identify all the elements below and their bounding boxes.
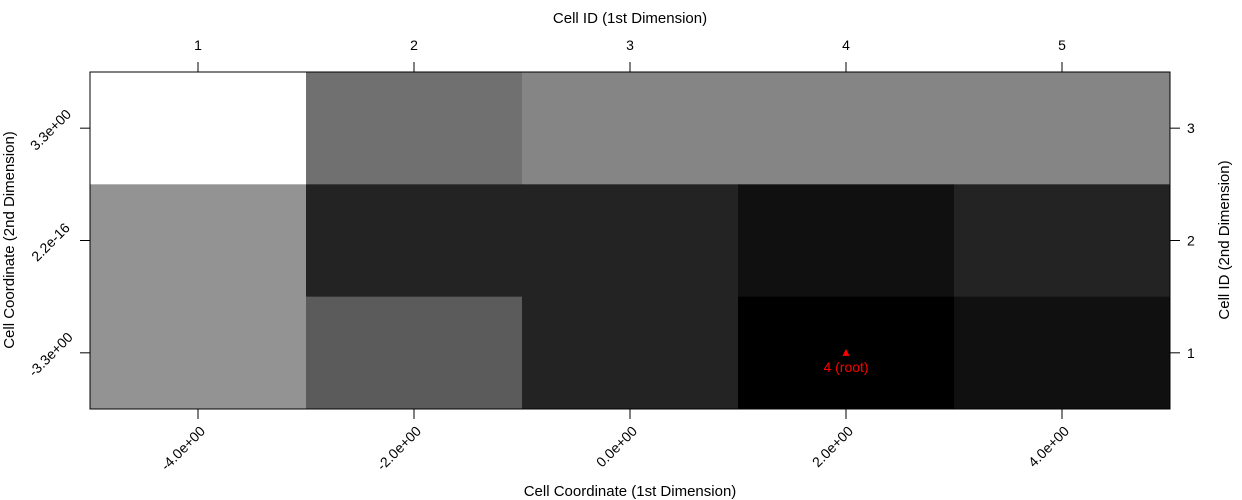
heatmap-cell	[90, 184, 307, 298]
heatmap-cell	[954, 72, 1171, 185]
x-top-tick-label: 4	[842, 37, 850, 53]
heatmap-cells	[90, 72, 1171, 410]
x-axis-title-top: Cell ID (1st Dimension)	[553, 10, 707, 27]
x-top-tick-label: 1	[194, 37, 202, 53]
y-left-tick-label: 3.3e+00	[27, 106, 75, 154]
heatmap-cell	[306, 184, 523, 298]
y-left-tick-label: 2.2e-16	[28, 219, 73, 264]
heatmap-cell	[522, 72, 739, 185]
y-right-tick-label: 2	[1187, 232, 1195, 248]
y-axis-title-left: Cell Coordinate (2nd Dimension)	[1, 131, 18, 349]
heatmap-cell	[954, 296, 1171, 410]
annotations: 4 (root)	[823, 348, 869, 375]
heatmap-cell	[522, 296, 739, 410]
y-right-tick-label: 1	[1187, 345, 1195, 361]
x-axis-title-bottom: Cell Coordinate (1st Dimension)	[524, 483, 737, 500]
y-left-tick-label: -3.3e+00	[25, 329, 76, 380]
heatmap-cell	[738, 184, 955, 298]
heatmap-cell	[90, 296, 307, 410]
x-top-tick-label: 3	[626, 37, 634, 53]
heatmap-cell	[306, 72, 523, 185]
heatmap-cell	[522, 184, 739, 298]
heatmap-cell	[738, 72, 955, 185]
y-axis-title-right: Cell ID (2nd Dimension)	[1216, 160, 1233, 319]
x-bottom-tick-label: 4.0e+00	[1025, 423, 1073, 471]
x-top-tick-label: 5	[1058, 37, 1066, 53]
heatmap-cell	[954, 184, 1171, 298]
x-bottom-tick-label: -4.0e+00	[157, 423, 208, 474]
x-bottom-tick-label: 2.0e+00	[809, 423, 857, 471]
heatmap-cell	[90, 72, 307, 185]
root-annotation-label: 4 (root)	[823, 359, 868, 375]
y-right-tick-label: 3	[1187, 120, 1195, 136]
x-top-tick-label: 2	[410, 37, 418, 53]
heatmap-cell	[306, 296, 523, 410]
x-bottom-tick-label: -2.0e+00	[373, 423, 424, 474]
root-marker-icon	[842, 348, 850, 356]
x-bottom-tick-label: 0.0e+00	[593, 423, 641, 471]
